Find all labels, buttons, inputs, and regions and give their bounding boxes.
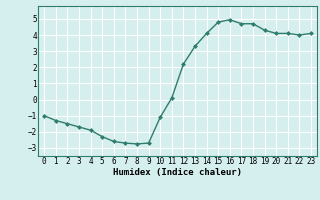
X-axis label: Humidex (Indice chaleur): Humidex (Indice chaleur) — [113, 168, 242, 177]
